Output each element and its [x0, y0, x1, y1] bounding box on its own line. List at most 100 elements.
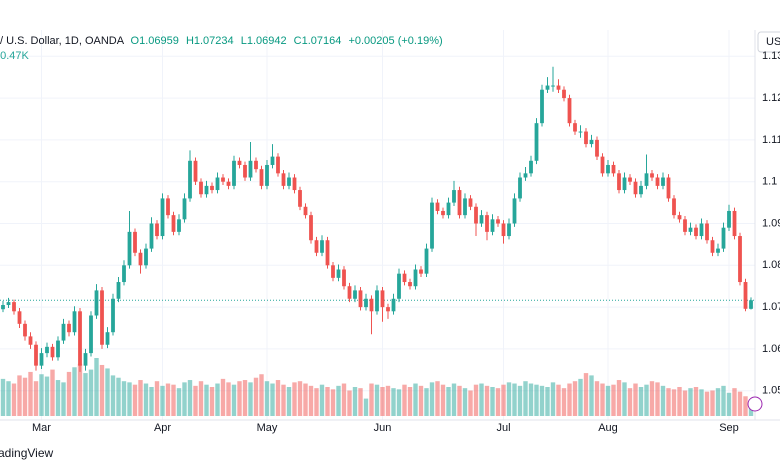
currency-button[interactable] — [757, 31, 780, 53]
volume-bar — [578, 378, 583, 416]
candle-body — [34, 344, 38, 366]
candle-body — [672, 198, 676, 216]
candle-body — [749, 300, 753, 309]
candle-body — [248, 160, 253, 178]
candle-body — [83, 353, 88, 366]
volume-bar — [363, 398, 369, 416]
volume-bar — [583, 373, 589, 416]
volume-bar — [446, 387, 451, 416]
y-tick-label: 1.12 — [762, 92, 780, 104]
x-tick-label: Aug — [598, 422, 618, 434]
candle-body — [193, 160, 198, 182]
candle-body — [61, 323, 66, 341]
candle-body — [435, 202, 440, 211]
volume-bar — [699, 389, 704, 416]
candle-body — [463, 198, 467, 216]
volume-bar — [550, 382, 556, 416]
event-marker[interactable] — [747, 396, 763, 412]
candle-body — [512, 198, 517, 224]
x-tick-label: Jun — [374, 422, 392, 434]
volume-bar — [473, 384, 479, 416]
candle-body — [28, 336, 33, 345]
candle-body — [540, 89, 544, 124]
candle-body — [639, 185, 643, 195]
open: O1.06959 — [131, 35, 179, 47]
volume-bar — [264, 381, 270, 416]
candle-body — [182, 198, 187, 220]
candle-body — [710, 240, 715, 253]
candle-body — [468, 198, 473, 207]
candle-body — [567, 98, 572, 124]
volume-bar — [39, 374, 44, 416]
candle-body — [17, 311, 22, 324]
volume-bar — [325, 387, 330, 416]
volume-bar — [99, 364, 105, 416]
candle-body — [45, 346, 49, 354]
candle-body — [408, 282, 412, 287]
candle-body — [380, 290, 385, 308]
volume-bar — [517, 385, 523, 416]
candle-body — [721, 227, 726, 249]
candle-body — [6, 302, 11, 306]
candle-body — [259, 169, 264, 186]
candle-body — [562, 89, 566, 99]
volume-bar — [594, 381, 600, 416]
volume-bar — [611, 384, 616, 416]
volume-bar — [127, 382, 132, 416]
candle-body — [89, 315, 93, 354]
candle-body — [545, 85, 550, 90]
candle-body — [386, 307, 390, 312]
candle-body — [633, 181, 638, 195]
candle-body — [105, 332, 110, 345]
volume-bar — [622, 382, 627, 416]
volume-bar — [358, 388, 363, 416]
candle-body — [155, 223, 159, 237]
volume-bar — [534, 384, 539, 416]
candle-body — [375, 290, 379, 312]
volume-bar — [303, 383, 308, 416]
volume-bar — [110, 375, 116, 416]
volume-bar — [226, 382, 231, 416]
volume-bar — [17, 375, 22, 416]
candle-body — [221, 177, 225, 182]
volume-bar — [567, 383, 572, 416]
candle-body — [353, 290, 357, 299]
candle-body — [116, 282, 121, 299]
candle-body — [611, 164, 616, 174]
volume-bar — [138, 380, 143, 416]
volume-bar — [297, 381, 303, 416]
low: L1.06942 — [241, 35, 287, 47]
candle-body — [204, 185, 209, 195]
candle-body — [501, 223, 506, 237]
volume-bar — [688, 388, 693, 416]
volume-bar — [259, 374, 264, 416]
candle-body — [666, 177, 671, 199]
candle-body — [149, 223, 154, 249]
volume-bar — [451, 383, 457, 416]
currency-button-label[interactable]: USD — [766, 36, 780, 48]
candle-body — [215, 177, 220, 191]
candle-body — [23, 323, 27, 337]
candle-body — [67, 323, 71, 333]
volume-bar — [198, 381, 204, 416]
candle-body — [446, 202, 451, 216]
candle-body — [177, 219, 181, 232]
volume-bar — [55, 380, 61, 416]
volume-bar — [413, 383, 418, 416]
volume-bar — [743, 396, 748, 416]
volume-bar — [171, 384, 176, 416]
candle-body — [529, 160, 533, 174]
volume-bar — [429, 382, 435, 416]
candle-body — [199, 181, 203, 195]
candle-body — [292, 177, 297, 191]
volume-bar — [704, 391, 710, 416]
candle-body — [166, 198, 170, 216]
candle-body — [573, 123, 577, 132]
candle-body — [369, 298, 374, 312]
volume-bar — [6, 381, 11, 416]
candle-body — [496, 219, 500, 224]
candle-body — [100, 290, 104, 345]
volume-bar — [336, 385, 341, 416]
volume-bar — [33, 381, 39, 416]
volume-bar — [374, 384, 380, 416]
